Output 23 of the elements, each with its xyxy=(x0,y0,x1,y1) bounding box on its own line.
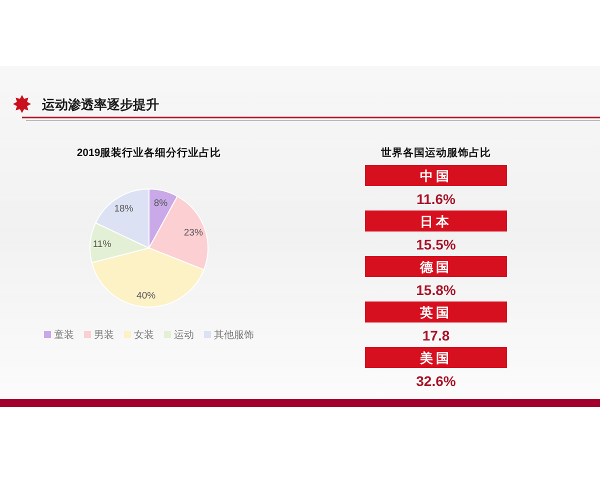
data-label: 17.8 xyxy=(422,328,450,344)
chart-title: 2019服装行业各细分行业占比 xyxy=(76,146,222,159)
data-label: 40% xyxy=(136,290,156,302)
legend-label: 男装 xyxy=(94,329,114,341)
legend-label: 女装 xyxy=(134,329,154,341)
category-label: 美国 xyxy=(419,350,452,366)
data-label: 8% xyxy=(154,198,168,209)
data-label: 11% xyxy=(92,239,112,250)
data-label: 18% xyxy=(114,204,134,215)
legend-label: 童装 xyxy=(54,329,74,341)
legend-label: 运动 xyxy=(174,329,194,341)
text: 世界各国运动服饰占比 xyxy=(380,146,491,159)
legend-label: 其他服饰 xyxy=(214,329,254,341)
text: 运动渗透率逐步提升 xyxy=(41,97,159,112)
data-label: 11.6% xyxy=(416,191,456,207)
category-label: 英国 xyxy=(419,305,452,320)
category-label: 日本 xyxy=(420,214,452,229)
category-label: 中国 xyxy=(420,168,452,184)
data-label: 32.6% xyxy=(416,373,456,389)
data-label: 15.8% xyxy=(416,282,456,298)
category-label: 德国 xyxy=(419,260,452,274)
data-label: 15.5% xyxy=(416,236,456,252)
data-label: 23% xyxy=(184,228,204,239)
